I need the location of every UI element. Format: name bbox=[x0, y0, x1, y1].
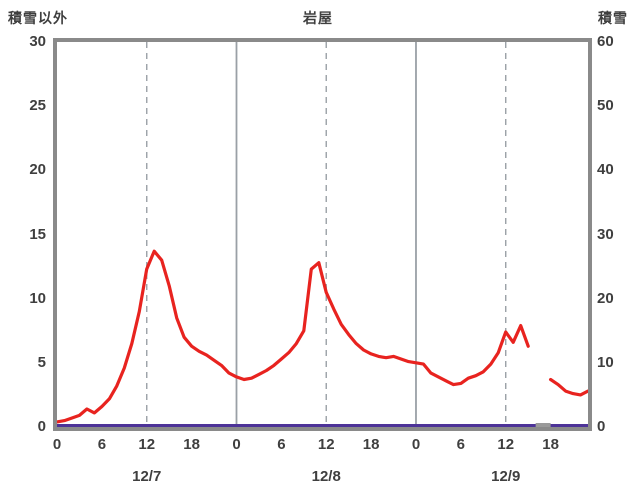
x-axis-tick: 0 bbox=[411, 436, 421, 453]
left-axis-tick: 10 bbox=[29, 289, 46, 307]
left-axis-tick: 15 bbox=[29, 225, 46, 243]
right-axis-tick: 40 bbox=[597, 161, 614, 179]
day-label: 12/9 bbox=[491, 468, 521, 485]
right-axis-tick: 50 bbox=[597, 97, 614, 115]
day-label: 12/8 bbox=[311, 468, 341, 485]
x-axis-tick: 12 bbox=[317, 436, 335, 453]
x-axis-tick: 18 bbox=[542, 436, 559, 453]
left-axis-tick: 30 bbox=[29, 33, 46, 50]
x-axis-tick: 18 bbox=[362, 436, 380, 453]
right-axis-title: 積雪 bbox=[598, 10, 628, 26]
x-axis-tick: 12 bbox=[138, 436, 156, 453]
left-axis-title: 積雪以外 bbox=[8, 10, 68, 26]
right-axis-tick: 0 bbox=[597, 418, 606, 435]
x-axis-tick: 0 bbox=[52, 436, 62, 453]
right-axis-tick: 60 bbox=[597, 33, 614, 50]
left-axis-tick: 25 bbox=[29, 97, 46, 115]
station-title: 岩屋 bbox=[303, 10, 333, 26]
day-label: 12/7 bbox=[132, 468, 162, 485]
x-axis-tick: 6 bbox=[456, 436, 466, 453]
x-axis-tick: 0 bbox=[232, 436, 241, 453]
right-axis-tick: 20 bbox=[597, 289, 614, 307]
series-line bbox=[55, 249, 590, 424]
x-axis-tick: 6 bbox=[277, 436, 286, 453]
x-axis-tick: 6 bbox=[97, 436, 107, 453]
right-axis-tick: 10 bbox=[597, 353, 614, 371]
x-axis-tick: 12 bbox=[497, 436, 515, 453]
left-axis-tick: 20 bbox=[29, 161, 46, 179]
right-axis-tick: 30 bbox=[597, 225, 614, 243]
left-axis-tick: 0 bbox=[37, 418, 46, 435]
plot-frame bbox=[53, 38, 592, 431]
x-axis-tick: 18 bbox=[183, 436, 200, 453]
left-axis-tick: 5 bbox=[37, 353, 46, 371]
